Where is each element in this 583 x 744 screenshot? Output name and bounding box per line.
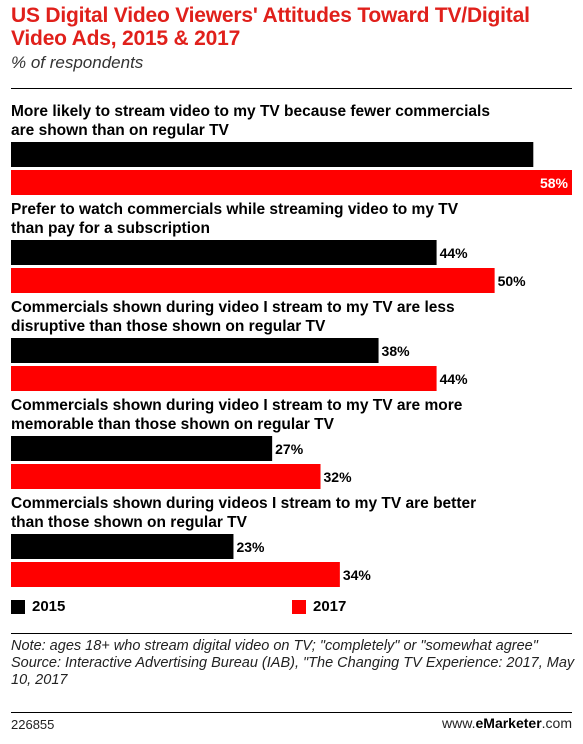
brand-prefix: www. bbox=[442, 715, 476, 731]
value-label-2017: 50% bbox=[498, 273, 527, 289]
bar-2017 bbox=[11, 464, 321, 489]
category-label: More likely to stream video to my TV bec… bbox=[11, 103, 490, 120]
category-label: Commercials shown during videos I stream… bbox=[11, 495, 476, 512]
category-label: memorable than those shown on regular TV bbox=[11, 416, 335, 433]
bar-2017 bbox=[11, 170, 572, 195]
chart-id: 226855 bbox=[11, 717, 55, 732]
legend-label-2015: 2015 bbox=[32, 598, 66, 615]
top-divider bbox=[11, 88, 572, 89]
bar-2015 bbox=[11, 436, 273, 461]
source-text: Source: Interactive Advertising Bureau (… bbox=[11, 655, 575, 688]
notes: Note: ages 18+ who stream digital video … bbox=[11, 638, 576, 689]
brand-credit: www.eMarketer.com bbox=[442, 715, 572, 731]
legend-item-2017: 2017 bbox=[292, 598, 346, 615]
bar-2015 bbox=[11, 142, 534, 167]
legend-swatch-2015 bbox=[11, 599, 25, 614]
bar-2017 bbox=[11, 366, 437, 391]
value-label-2017: 32% bbox=[324, 469, 353, 485]
category-label: Commercials shown during video I stream … bbox=[11, 397, 463, 414]
bar-2015 bbox=[11, 534, 234, 559]
legend-label-2017: 2017 bbox=[313, 598, 347, 615]
chart-title: US Digital Video Viewers' Attitudes Towa… bbox=[11, 4, 530, 50]
value-label-2017: 58% bbox=[540, 175, 569, 191]
value-label-2015: 27% bbox=[275, 441, 304, 457]
category-label: are shown than on regular TV bbox=[11, 122, 230, 139]
footer-divider bbox=[11, 712, 572, 713]
notes-divider bbox=[11, 633, 572, 634]
bar-2015 bbox=[11, 240, 437, 265]
value-label-2015: 54% bbox=[501, 147, 530, 163]
bar-2015 bbox=[11, 338, 379, 363]
value-label-2017: 44% bbox=[440, 371, 469, 387]
value-label-2015: 23% bbox=[236, 539, 265, 555]
category-label: Prefer to watch commercials while stream… bbox=[11, 201, 459, 218]
legend-item-2015: 2015 bbox=[11, 598, 65, 615]
category-label: Commercials shown during video I stream … bbox=[11, 299, 455, 316]
value-label-2015: 44% bbox=[440, 245, 469, 261]
brand-name: eMarketer bbox=[475, 715, 542, 731]
category-label: disruptive than those shown on regular T… bbox=[11, 318, 326, 335]
note-text: Note: ages 18+ who stream digital video … bbox=[11, 638, 538, 654]
value-label-2015: 38% bbox=[382, 343, 411, 359]
category-label: than those shown on regular TV bbox=[11, 514, 248, 531]
legend-swatch-2017 bbox=[292, 599, 306, 614]
chart-subtitle: % of respondents bbox=[11, 53, 144, 72]
brand-suffix: .com bbox=[541, 715, 572, 731]
category-label: than pay for a subscription bbox=[11, 220, 210, 237]
value-label-2017: 34% bbox=[343, 567, 372, 583]
bar-2017 bbox=[11, 268, 495, 293]
bar-2017 bbox=[11, 562, 340, 587]
